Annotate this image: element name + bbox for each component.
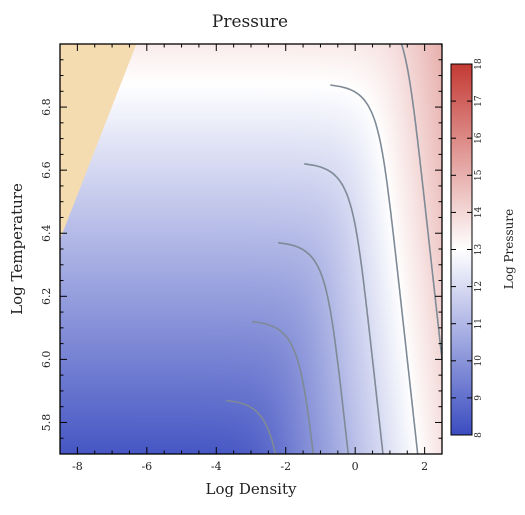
contour-line xyxy=(225,399,277,455)
colorbar-tick-label: 17 xyxy=(474,95,484,107)
colorbar-tick-label: 14 xyxy=(474,206,484,218)
y-tick-label: 6.8 xyxy=(40,98,53,116)
colorbar-tick-label: 15 xyxy=(474,169,484,181)
x-tick-label: 0 xyxy=(352,460,359,473)
x-tick-label: -8 xyxy=(72,460,83,473)
y-axis-label: Log Temperature xyxy=(8,183,26,315)
x-axis-label: Log Density xyxy=(206,480,297,498)
pressure-heatmap xyxy=(60,44,442,454)
excluded-region xyxy=(60,44,137,240)
y-axis-ticks: 5.8 6.0 6.2 6.4 6.6 6.8 xyxy=(40,59,442,439)
contour-lines xyxy=(225,43,443,455)
colorbar-label: Log Pressure xyxy=(502,209,516,289)
y-tick-label: 5.8 xyxy=(40,414,53,432)
contour-line xyxy=(278,241,349,455)
y-tick-label: 6.0 xyxy=(40,351,53,369)
colorbar-ticks: 8 9 10 11 12 13 14 15 16 17 18 xyxy=(451,58,484,438)
contour-line xyxy=(304,163,384,455)
x-tick-label: -2 xyxy=(280,460,291,473)
colorbar: 8 9 10 11 12 13 14 15 16 17 18 Log Pressure xyxy=(450,58,516,438)
chart-title: Pressure xyxy=(212,12,288,32)
contour-line xyxy=(400,43,443,360)
colorbar-tick-label: 18 xyxy=(474,58,484,70)
colorbar-tick-label: 8 xyxy=(474,432,484,438)
colorbar-tick-label: 11 xyxy=(474,318,484,329)
y-tick-label: 6.6 xyxy=(40,161,53,179)
x-tick-label: 2 xyxy=(421,460,428,473)
y-tick-label: 6.4 xyxy=(40,224,53,242)
colorbar-tick-label: 9 xyxy=(474,395,484,401)
colorbar-tick-label: 13 xyxy=(474,244,484,256)
x-tick-label: -6 xyxy=(141,460,152,473)
colorbar-tick-label: 10 xyxy=(474,355,484,367)
y-tick-label: 6.2 xyxy=(40,288,53,306)
colorbar-tick-label: 16 xyxy=(474,132,484,144)
contour-line xyxy=(252,320,314,455)
colorbar-tick-label: 12 xyxy=(474,281,484,292)
x-axis-ticks: -8 -6 -4 -2 0 2 xyxy=(59,44,443,473)
contour-line xyxy=(330,84,419,455)
x-tick-label: -4 xyxy=(211,460,222,473)
plot-area: -8 -6 -4 -2 0 2 5.8 6.0 6.2 6.4 6.6 6.8 xyxy=(40,43,443,473)
